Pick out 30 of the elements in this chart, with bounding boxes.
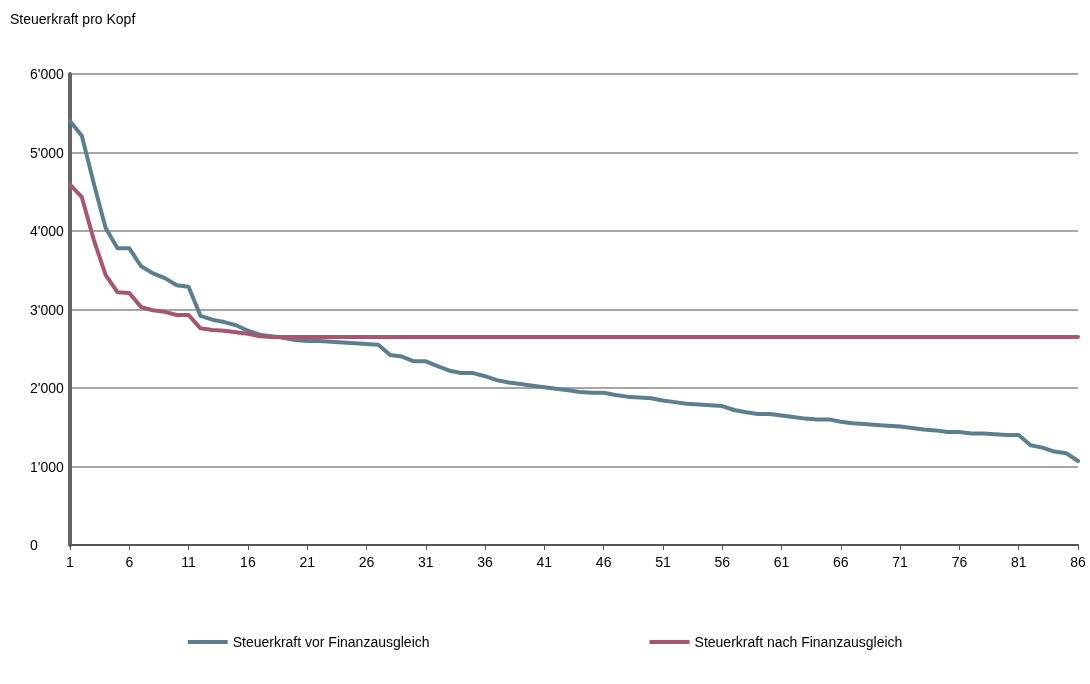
y-tick-label: 1'000 (30, 458, 65, 475)
x-tick-label: 86 (1070, 554, 1086, 570)
x-tick-label: 6 (125, 554, 134, 570)
y-tick-label: 2'000 (30, 380, 65, 396)
x-tick-label: 41 (536, 554, 553, 570)
line-series (68, 119, 1080, 464)
y-tick-label: 6'000 (30, 66, 65, 82)
x-tick-label: 81 (1010, 554, 1027, 570)
x-tick-label: 71 (892, 554, 909, 570)
x-tick-label: 46 (595, 554, 612, 570)
x-tick-label: 61 (773, 554, 790, 570)
x-tick-label: 31 (417, 554, 434, 570)
x-tick-label: 16 (240, 554, 256, 570)
x-tick-label: 26 (358, 554, 375, 570)
y-axis-title: Steuerkraft pro Kopf (10, 11, 136, 27)
x-tick-label: 66 (833, 554, 849, 570)
y-tick-label: 3'000 (30, 301, 65, 318)
legend-label: Steuerkraft vor Finanzausgleich (232, 634, 430, 650)
x-tick-label: 76 (951, 554, 968, 570)
line-series (68, 182, 1080, 339)
y-tick-label: 0 (30, 537, 38, 553)
x-tick-label: 56 (714, 554, 731, 570)
y-tick-label: 5'000 (30, 144, 65, 161)
legend-label: Steuerkraft nach Finanzausgleich (694, 634, 903, 650)
x-tick-label: 1 (66, 554, 75, 570)
x-tick-label: 36 (477, 554, 494, 570)
y-tick-label: 4'000 (30, 223, 65, 239)
x-tick-label: 21 (299, 554, 316, 570)
x-tick-label: 51 (655, 554, 671, 570)
x-tick-label: 11 (181, 554, 197, 570)
